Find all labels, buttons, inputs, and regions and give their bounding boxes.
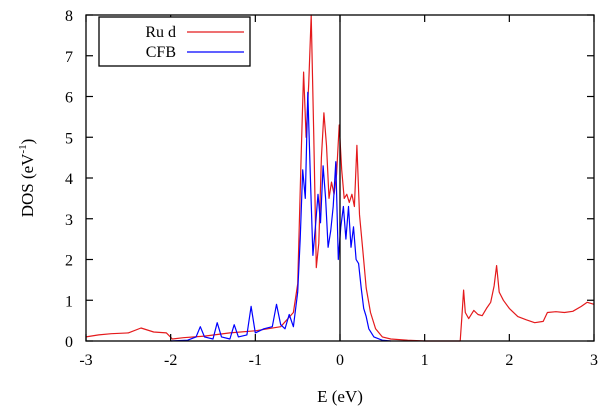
y-axis-title: DOS (eV-1) xyxy=(17,139,37,218)
y-tick-label: 8 xyxy=(65,8,73,25)
legend-label-cfb: CFB xyxy=(146,44,176,61)
x-tick-label: -3 xyxy=(79,352,92,369)
x-tick-label: 0 xyxy=(336,352,344,369)
x-tick-label: 2 xyxy=(505,352,513,369)
x-axis-title: E (eV) xyxy=(317,387,363,406)
x-tick-label: -1 xyxy=(249,352,262,369)
ticks-layer: -3 -2 -1 0 1 2 3 0 1 2 3 4 5 6 7 8 xyxy=(65,8,598,369)
series-layer xyxy=(85,14,595,342)
series-line-cfb xyxy=(170,91,391,342)
y-tick-label: 4 xyxy=(65,171,73,188)
legend-box xyxy=(98,16,251,67)
y-axis-title-superscript: -1 xyxy=(17,144,29,153)
legend-label-ru-d: Ru d xyxy=(145,24,176,41)
y-tick-label: 1 xyxy=(65,293,73,310)
legend: Ru d CFB xyxy=(98,16,251,67)
series-line-ru-d xyxy=(85,14,595,342)
y-tick-label: 0 xyxy=(65,334,73,351)
x-tick-label: 3 xyxy=(590,352,598,369)
y-tick-label: 3 xyxy=(65,212,73,229)
x-tick-label: -2 xyxy=(164,352,177,369)
y-axis-title-suffix: ) xyxy=(18,139,37,145)
y-axis-title-prefix: DOS (eV xyxy=(18,153,37,217)
y-tick-label: 6 xyxy=(65,90,73,107)
x-tick-label: 1 xyxy=(421,352,429,369)
y-tick-label: 7 xyxy=(65,49,73,66)
y-tick-label: 2 xyxy=(65,253,73,270)
y-tick-label: 5 xyxy=(65,130,73,147)
